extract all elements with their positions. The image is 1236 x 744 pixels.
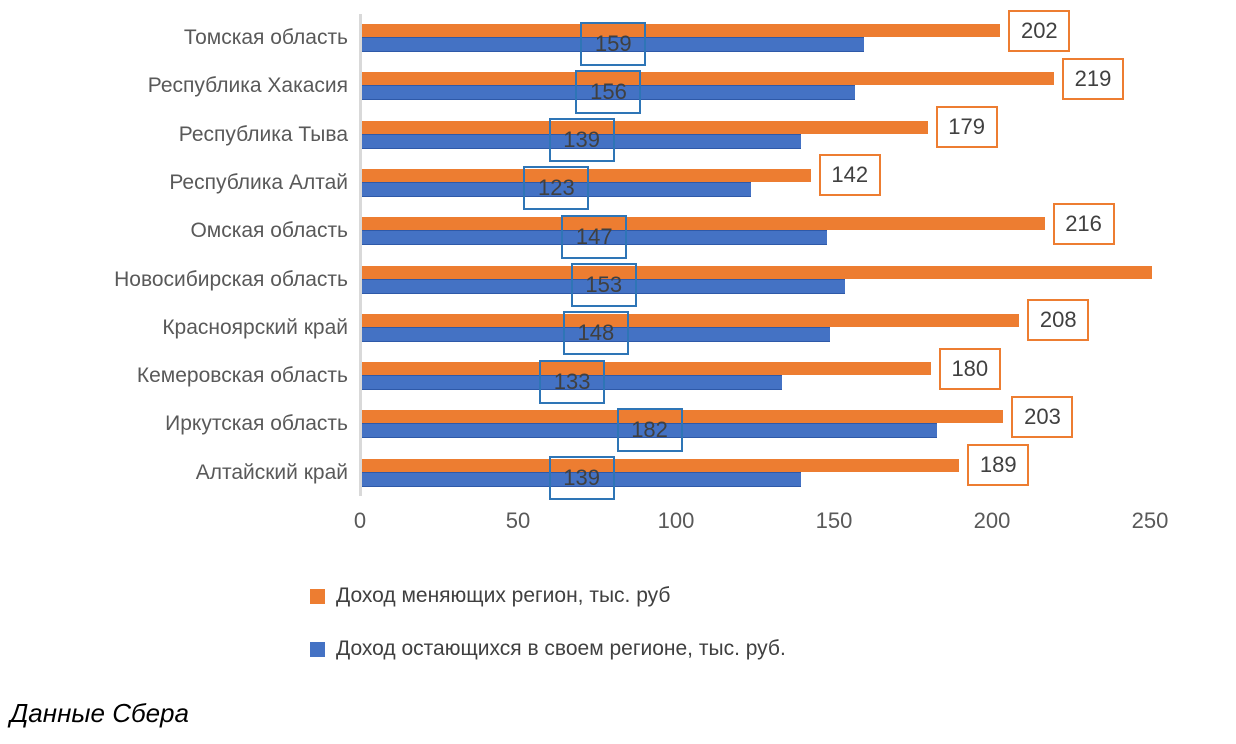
bar-orange: [362, 265, 1152, 279]
x-tick-label: 250: [1131, 508, 1169, 533]
x-tick-label: 0: [353, 508, 367, 533]
x-tick-label: 200: [973, 508, 1011, 533]
bar-orange: [362, 168, 811, 182]
category-label: Алтайский край: [195, 460, 348, 484]
data-label-blue: 159: [580, 21, 647, 66]
bar-orange: [362, 313, 1020, 327]
data-label-blue: 182: [616, 407, 683, 452]
data-label-blue: 139: [548, 456, 615, 501]
bar-orange: [362, 362, 931, 376]
data-label-blue: 156: [575, 69, 642, 114]
data-label-blue: 133: [539, 359, 606, 404]
category-label: Республика Тыва: [178, 122, 348, 146]
data-label-orange: 219: [1062, 57, 1125, 100]
data-label-orange: 180: [938, 347, 1001, 390]
category-label: Томская область: [183, 26, 348, 49]
source-note: Данные Сбера: [10, 698, 189, 728]
legend-label: Доход остающихся в своем регионе, тыс. р…: [336, 637, 786, 660]
data-label-blue: 148: [562, 311, 629, 356]
category-label: Новосибирская область: [114, 267, 348, 291]
legend: Доход меняющих регион, тыс. руб Доход ост…: [310, 584, 786, 690]
data-label-orange: 216: [1052, 202, 1115, 245]
bar-orange: [362, 24, 1001, 37]
bar-blue: [362, 37, 865, 52]
category-label: Иркутская область: [165, 412, 348, 436]
legend-swatch: [310, 588, 325, 604]
bar-blue: [362, 278, 846, 294]
bar-blue: [362, 85, 855, 101]
bar-orange: [362, 458, 960, 472]
bar-blue: [362, 375, 783, 391]
data-label-orange: 202: [1008, 9, 1071, 52]
bar-blue: [362, 133, 802, 149]
category-label: Кемеровская область: [136, 364, 348, 388]
x-tick-label: 100: [657, 508, 695, 533]
data-label-blue: 123: [523, 166, 590, 211]
legend-label: Доход меняющих регион, тыс. руб: [336, 584, 671, 607]
bar-orange: [362, 217, 1045, 231]
bar-blue: [362, 181, 751, 197]
category-label: Республика Хакасия: [147, 74, 348, 98]
category-label: Омская область: [190, 219, 348, 243]
data-label-orange: 179: [935, 106, 998, 149]
data-label-orange: 203: [1011, 395, 1074, 438]
bar-orange: [362, 72, 1055, 86]
x-tick-label: 50: [505, 508, 531, 533]
data-label-blue: 147: [561, 214, 628, 259]
bar-blue: [362, 230, 827, 246]
bar-blue: [362, 471, 802, 487]
legend-item: Доход меняющих регион, тыс. руб: [310, 584, 786, 608]
legend-item: Доход остающихся в своем регионе, тыс. р…: [310, 637, 786, 661]
bar-blue: [362, 326, 830, 342]
data-label-orange: 142: [818, 154, 881, 197]
legend-swatch: [310, 641, 325, 657]
category-label: Красноярский край: [162, 315, 348, 339]
x-tick-label: 150: [815, 508, 853, 533]
bar-orange: [362, 120, 928, 134]
y-axis-line: [359, 14, 362, 496]
data-label-blue: 153: [570, 263, 637, 307]
data-label-orange: 189: [967, 444, 1030, 487]
bar-blue: [362, 423, 938, 439]
data-label-blue: 139: [548, 118, 615, 163]
category-label: Республика Алтай: [169, 170, 348, 194]
bar-orange: [362, 410, 1004, 424]
data-label-orange: 208: [1027, 299, 1090, 342]
